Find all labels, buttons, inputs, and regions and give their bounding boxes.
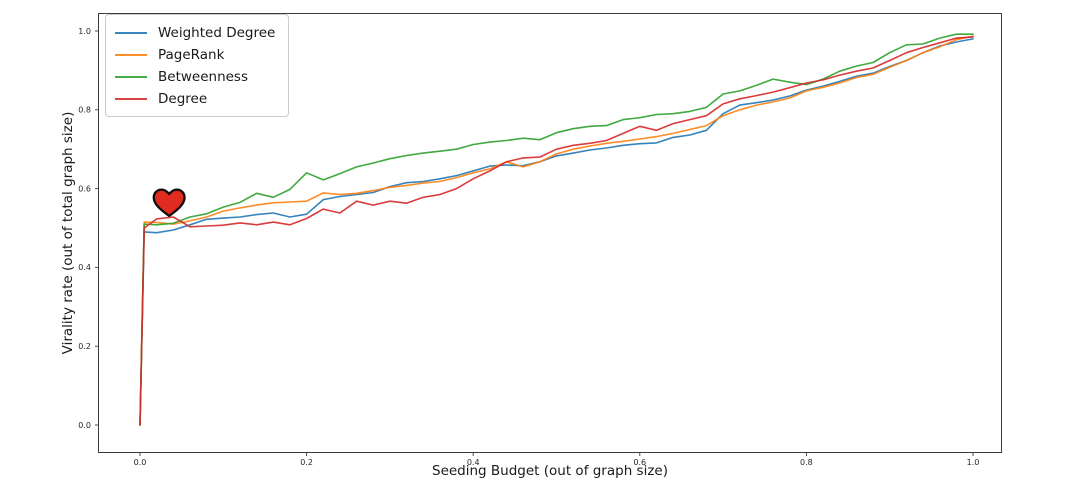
y-tick-label: 1.0 <box>78 27 91 36</box>
x-tick-label: 1.0 <box>967 458 980 467</box>
axes-frame <box>98 13 1002 453</box>
line-degree <box>139 36 974 426</box>
legend-item-pagerank: PageRank <box>114 44 278 66</box>
legend-label-degree: Degree <box>158 91 208 107</box>
x-tick-label: 0.8 <box>800 458 813 467</box>
y-axis-label: Virality rate (out of total graph size) <box>60 111 76 355</box>
legend-label-betweenness: Betweenness <box>158 69 248 85</box>
line-betweenness <box>139 33 974 426</box>
x-tick-label: 0.0 <box>134 458 147 467</box>
heart-icon <box>152 188 186 218</box>
legend-label-pagerank: PageRank <box>158 47 225 63</box>
x-tick-label: 0.6 <box>633 458 646 467</box>
legend-item-weighted-degree: Weighted Degree <box>114 22 278 44</box>
legend-line-degree <box>115 98 147 100</box>
y-tick-label: 0.8 <box>78 106 91 115</box>
legend-label-weighted-degree: Weighted Degree <box>158 25 276 41</box>
y-tick-label: 0.0 <box>78 421 91 430</box>
heart-emoji-annotation <box>152 188 186 218</box>
legend-item-betweenness: Betweenness <box>114 66 278 88</box>
line-pagerank <box>139 35 974 426</box>
y-tick-label: 0.4 <box>78 263 91 272</box>
legend-line-betweenness <box>115 76 147 78</box>
legend-item-degree: Degree <box>114 88 278 110</box>
legend-line-pagerank <box>115 54 147 56</box>
y-tick-label: 0.6 <box>78 184 91 193</box>
line-weighted-degree <box>139 38 974 426</box>
legend-line-weighted-degree <box>115 32 147 34</box>
legend: Weighted Degree PageRank Betweenness Deg… <box>105 14 289 117</box>
x-axis-label: Seeding Budget (out of graph size) <box>432 463 668 479</box>
y-tick-label: 0.2 <box>78 342 91 351</box>
x-tick-label: 0.4 <box>467 458 480 467</box>
x-tick-label: 0.2 <box>300 458 313 467</box>
